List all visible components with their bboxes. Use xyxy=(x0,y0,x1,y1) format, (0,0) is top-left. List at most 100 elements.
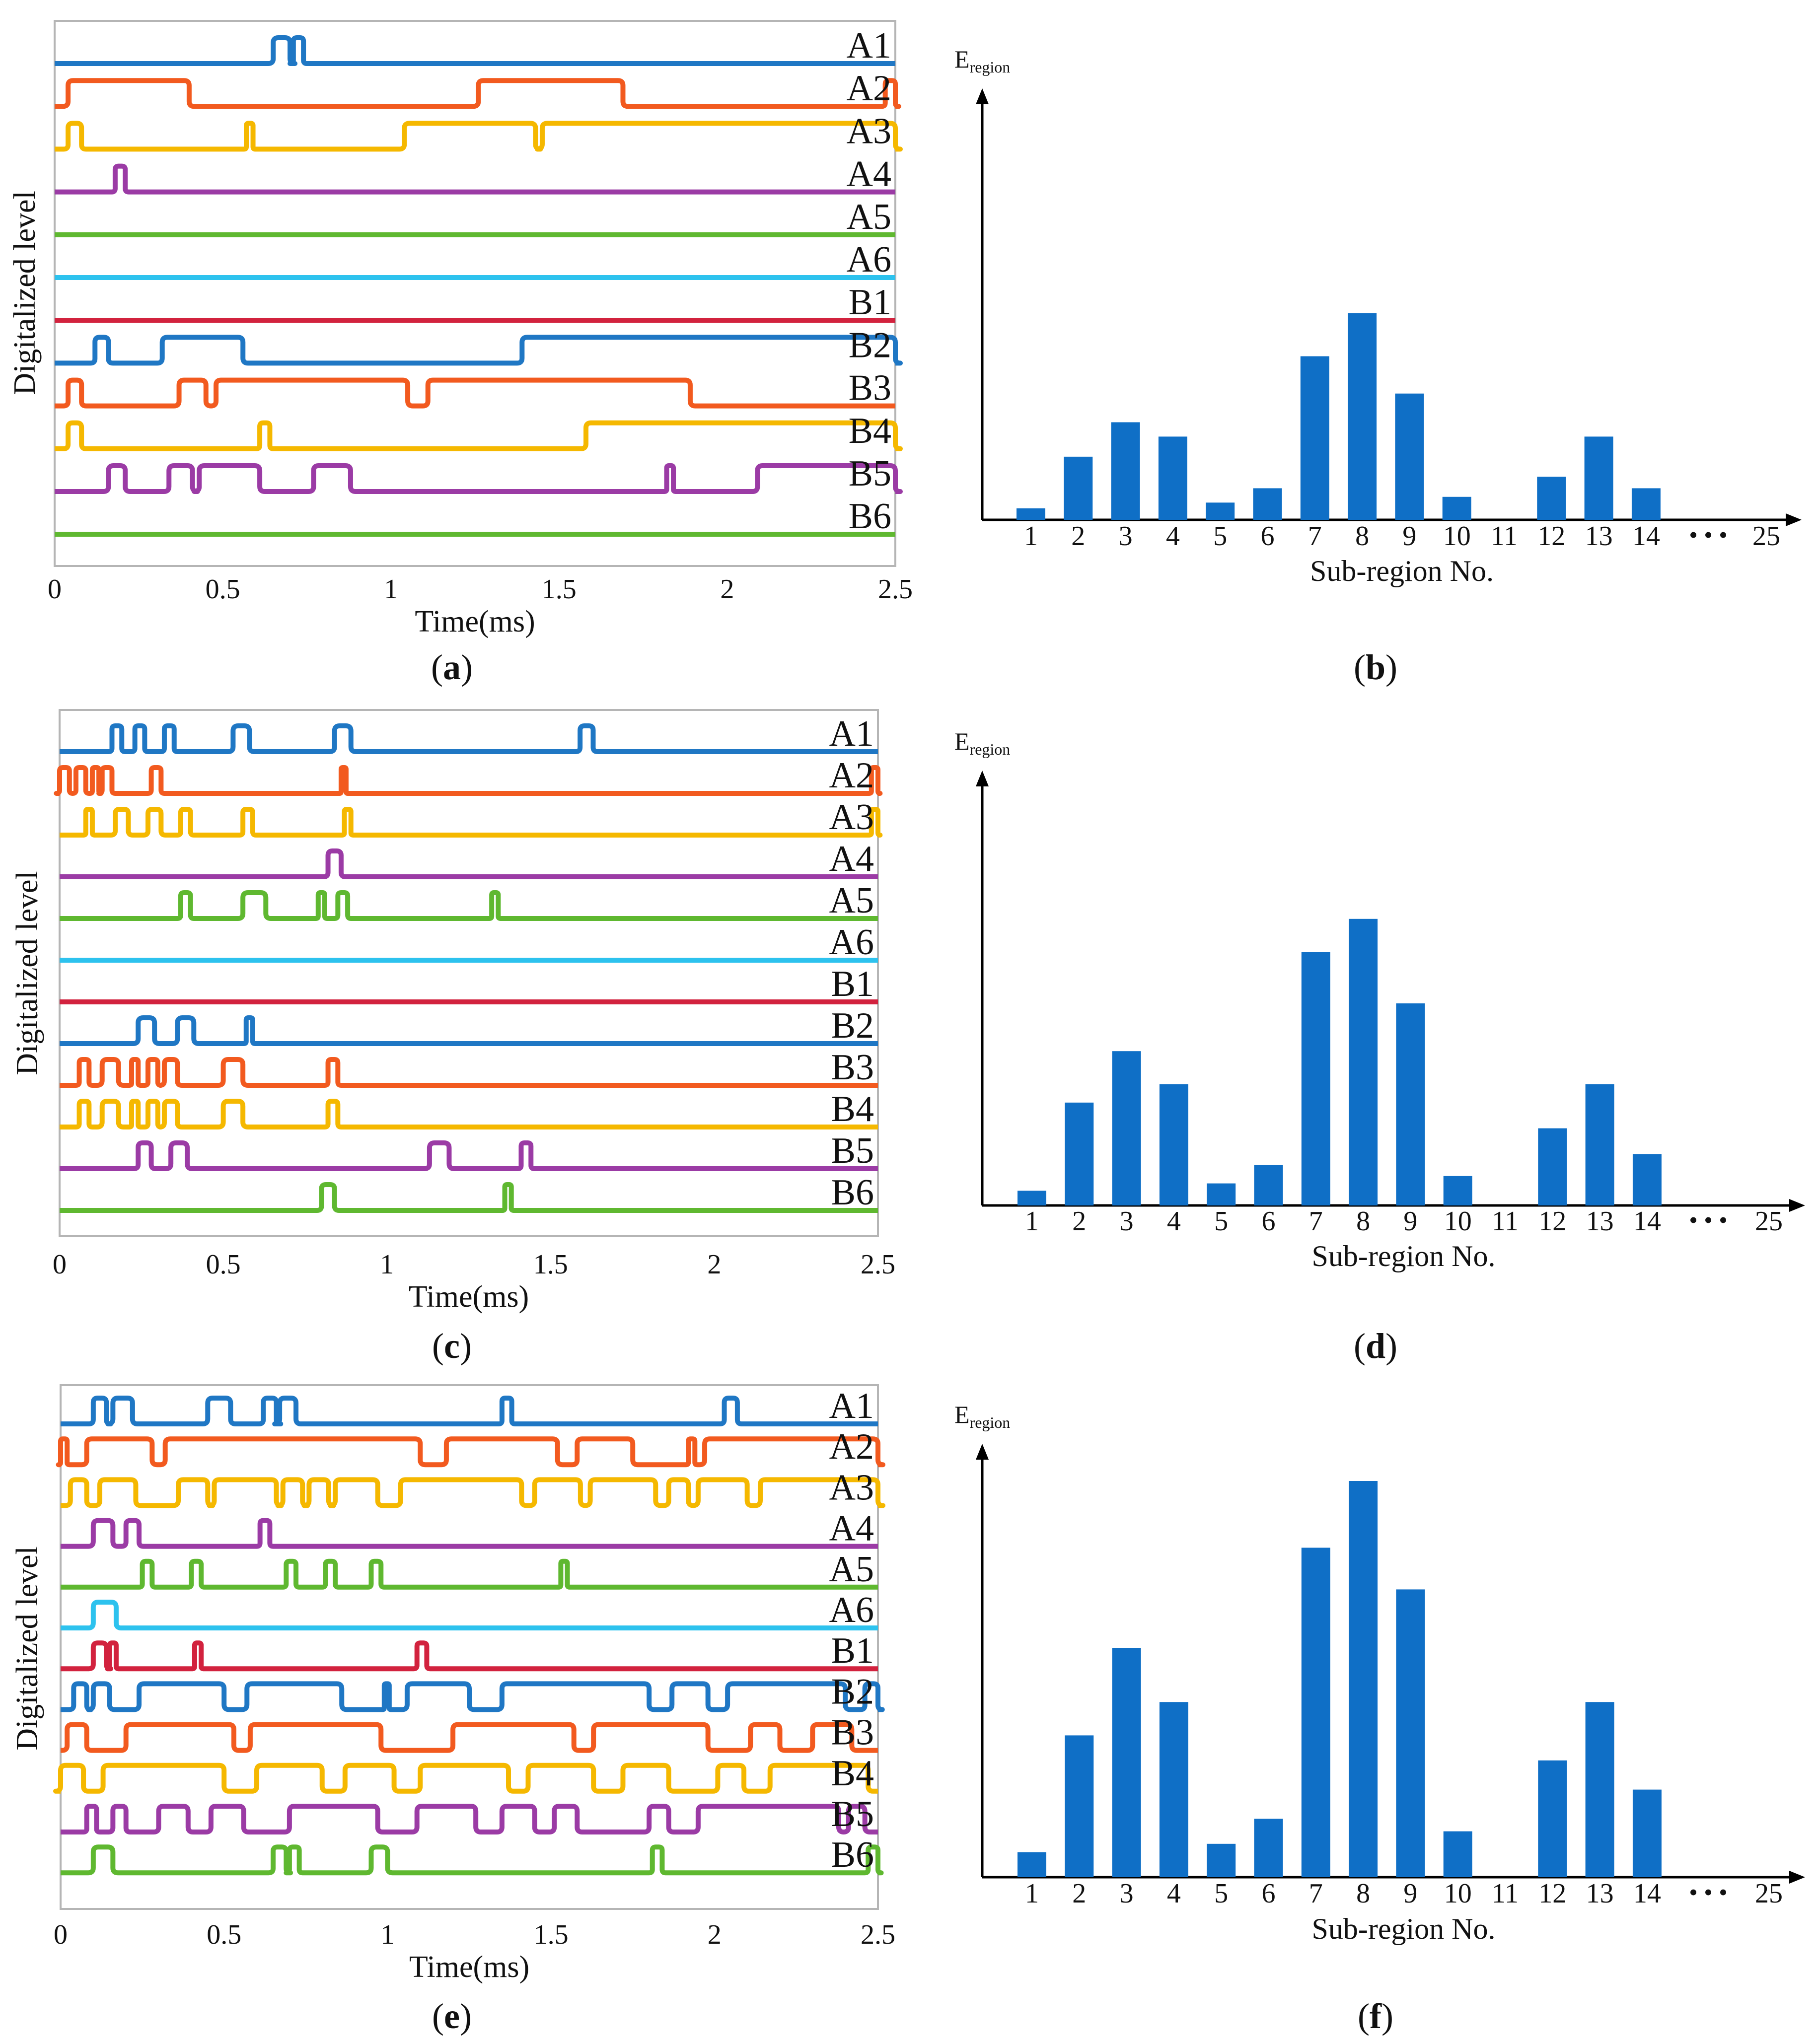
channel-label-b4: B4 xyxy=(831,1753,874,1794)
x-tick-label: 1.5 xyxy=(542,574,577,605)
bar-8 xyxy=(1348,313,1377,520)
channel-label-a3: A3 xyxy=(829,797,874,838)
x-tick-label: 10 xyxy=(1444,1206,1472,1237)
x-tick-label-last: 25 xyxy=(1752,521,1780,552)
bar-3 xyxy=(1112,1648,1141,1877)
x-tick-label: 0 xyxy=(53,1249,67,1280)
bar-2 xyxy=(1065,1735,1094,1877)
x-tick-label: 11 xyxy=(1492,1206,1519,1237)
ellipsis-dots: • • • xyxy=(1689,521,1728,549)
x-tick-label: 1.5 xyxy=(533,1249,568,1280)
x-tick-label: 13 xyxy=(1585,521,1613,552)
x-tick-label: 1.5 xyxy=(534,1919,569,1950)
x-tick-label: 2.5 xyxy=(878,574,913,605)
signal-trace-a1 xyxy=(60,723,878,754)
bar-6 xyxy=(1254,1819,1283,1877)
x-tick-label: 1 xyxy=(380,1249,394,1280)
x-tick-label: 5 xyxy=(1214,1878,1228,1909)
x-tick-label: 2 xyxy=(708,1919,722,1950)
x-axis-title: Sub-region No. xyxy=(1312,1240,1496,1272)
signal-trace-a3 xyxy=(61,1477,885,1508)
x-tick-label: 13 xyxy=(1586,1206,1614,1237)
signal-trace-a2 xyxy=(55,78,901,109)
panel-label-d: (d) xyxy=(1354,1326,1397,1366)
channel-label-a1: A1 xyxy=(847,25,891,66)
channel-label-a6: A6 xyxy=(847,239,891,280)
channel-label-b6: B6 xyxy=(849,496,891,537)
signal-trace-b5 xyxy=(60,1140,878,1171)
signal-trace-b2 xyxy=(55,335,903,366)
x-tick-label: 6 xyxy=(1262,1878,1276,1909)
bar-1 xyxy=(1018,1191,1046,1205)
y-axis-title: Eregion xyxy=(954,45,1010,76)
x-tick-label: 0.5 xyxy=(206,1249,241,1280)
x-tick-label: 2.5 xyxy=(861,1919,895,1950)
panel-label-b: (b) xyxy=(1354,647,1397,687)
signal-trace-a5 xyxy=(60,890,878,921)
bar-13 xyxy=(1585,1702,1614,1877)
x-tick-label: 11 xyxy=(1492,1878,1519,1909)
bar-5 xyxy=(1207,1183,1236,1205)
x-tick-label: 7 xyxy=(1308,521,1322,552)
signal-trace-b6 xyxy=(61,1844,884,1876)
bar-13 xyxy=(1585,1084,1614,1205)
bar-4 xyxy=(1159,1084,1188,1205)
bar-14 xyxy=(1632,1154,1662,1205)
channel-label-a6: A6 xyxy=(829,1590,874,1630)
x-tick-label: 2 xyxy=(1071,521,1085,552)
x-tick-label: 0.5 xyxy=(207,1919,241,1950)
bar-9 xyxy=(1396,1589,1425,1877)
bar-4 xyxy=(1158,436,1187,520)
panel-letter: b xyxy=(1366,647,1385,687)
channel-label-b5: B5 xyxy=(831,1130,874,1171)
bar-9 xyxy=(1395,393,1424,520)
x-tick-label: 5 xyxy=(1213,521,1227,552)
x-tick-label: 2 xyxy=(1072,1206,1086,1237)
signal-trace-b4 xyxy=(55,420,903,451)
panel-letter: a xyxy=(443,647,461,687)
channel-label-b3: B3 xyxy=(849,368,891,409)
bar-6 xyxy=(1253,488,1282,520)
panel-letter: c xyxy=(444,1326,460,1366)
bar-3 xyxy=(1111,422,1140,520)
x-tick-label: 12 xyxy=(1538,1206,1566,1237)
x-tick-label: 7 xyxy=(1309,1206,1323,1237)
bar-12 xyxy=(1537,477,1566,520)
x-tick-label-last: 25 xyxy=(1755,1206,1783,1237)
ellipsis-dots: • • • xyxy=(1689,1878,1728,1906)
x-tick-label: 2 xyxy=(1072,1878,1086,1909)
x-tick-label: 9 xyxy=(1403,1206,1417,1237)
x-tick-label: 12 xyxy=(1538,1878,1566,1909)
signal-trace-b4 xyxy=(53,1762,878,1794)
signal-trace-b4 xyxy=(60,1099,878,1129)
channel-label-a2: A2 xyxy=(829,755,874,796)
channel-label-a1: A1 xyxy=(829,1386,874,1426)
bar-14 xyxy=(1632,1789,1662,1877)
plot-frame xyxy=(60,1384,879,1910)
channel-label-a6: A6 xyxy=(829,922,874,963)
panel-label-a: (a) xyxy=(431,647,473,687)
x-tick-label: 13 xyxy=(1586,1878,1614,1909)
channel-label-b3: B3 xyxy=(831,1712,874,1753)
bar-8 xyxy=(1349,1481,1378,1877)
plot-frame xyxy=(54,20,896,567)
channel-label-a3: A3 xyxy=(829,1467,874,1508)
panel-label-c: (c) xyxy=(432,1326,472,1366)
bar-3 xyxy=(1112,1051,1141,1205)
x-axis-arrow xyxy=(1786,513,1802,526)
channel-label-b6: B6 xyxy=(831,1834,874,1875)
bar-13 xyxy=(1584,436,1613,520)
x-tick-label: 14 xyxy=(1633,1206,1661,1237)
bar-8 xyxy=(1349,918,1378,1205)
panel-label-f: (f) xyxy=(1358,1996,1393,2036)
x-tick-label: 8 xyxy=(1356,1878,1370,1909)
x-axis-arrow xyxy=(1789,1199,1805,1212)
channel-label-a4: A4 xyxy=(829,839,874,879)
signal-trace-b2 xyxy=(60,1015,878,1046)
bar-5 xyxy=(1206,502,1235,520)
x-tick-label: 4 xyxy=(1167,1878,1181,1909)
x-tick-label: 8 xyxy=(1356,1206,1370,1237)
